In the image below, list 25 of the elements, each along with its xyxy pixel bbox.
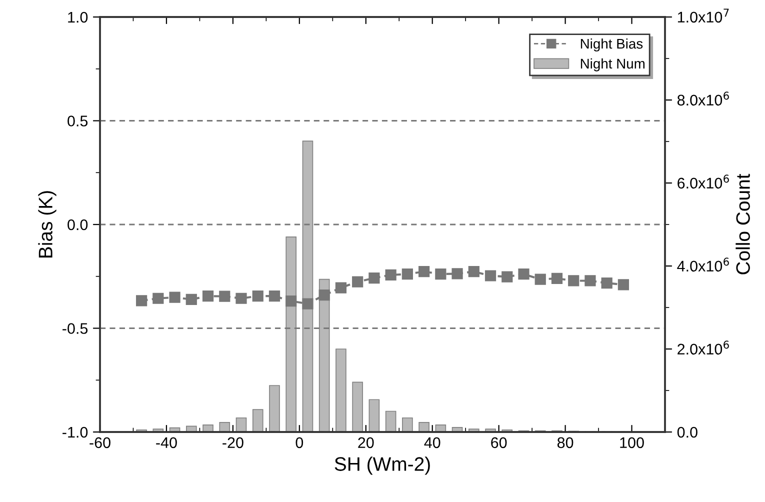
y-tick-label: 1.0 — [68, 12, 88, 23]
y2-tick-label: 0.0 — [677, 426, 698, 438]
x-tick-label: 20 — [358, 437, 374, 448]
x-tick-label: 80 — [557, 437, 574, 448]
y2-tick-label: 4.0x10$^{6}$ — [677, 258, 729, 272]
x-tick-label: 0 — [296, 437, 304, 448]
x-tick-label: -40 — [156, 437, 177, 448]
x-axis-title: SH (Wm-2) — [334, 456, 430, 475]
x-tick-label: -20 — [222, 437, 244, 448]
y-tick-label: 0.0 — [68, 219, 88, 230]
y2-tick-label: 8.0x10$^{6}$ — [677, 92, 729, 106]
y2-tick-label: 6.0x10$^{6}$ — [678, 174, 729, 189]
y2-tick-label: 2.0x10$^{6}$ — [678, 340, 729, 355]
y2-axis-title: Collo Count — [736, 174, 750, 274]
legend-label: Night Num — [580, 58, 644, 72]
y-tick-label: -1.0 — [62, 426, 88, 438]
y-axis-title: Bias (K) — [38, 191, 56, 258]
x-tick-label: 60 — [491, 437, 507, 448]
x-tick-label: -60 — [90, 437, 110, 448]
y-tick-label: -0.5 — [62, 323, 88, 334]
x-tick-label: 40 — [424, 437, 440, 448]
x-tick-label: 100 — [620, 437, 644, 448]
y-tick-label: 0.5 — [68, 116, 88, 126]
legend-label: Night Bias — [580, 38, 643, 52]
y2-tick-label: 1.0x10$^{7}$ — [678, 8, 729, 23]
